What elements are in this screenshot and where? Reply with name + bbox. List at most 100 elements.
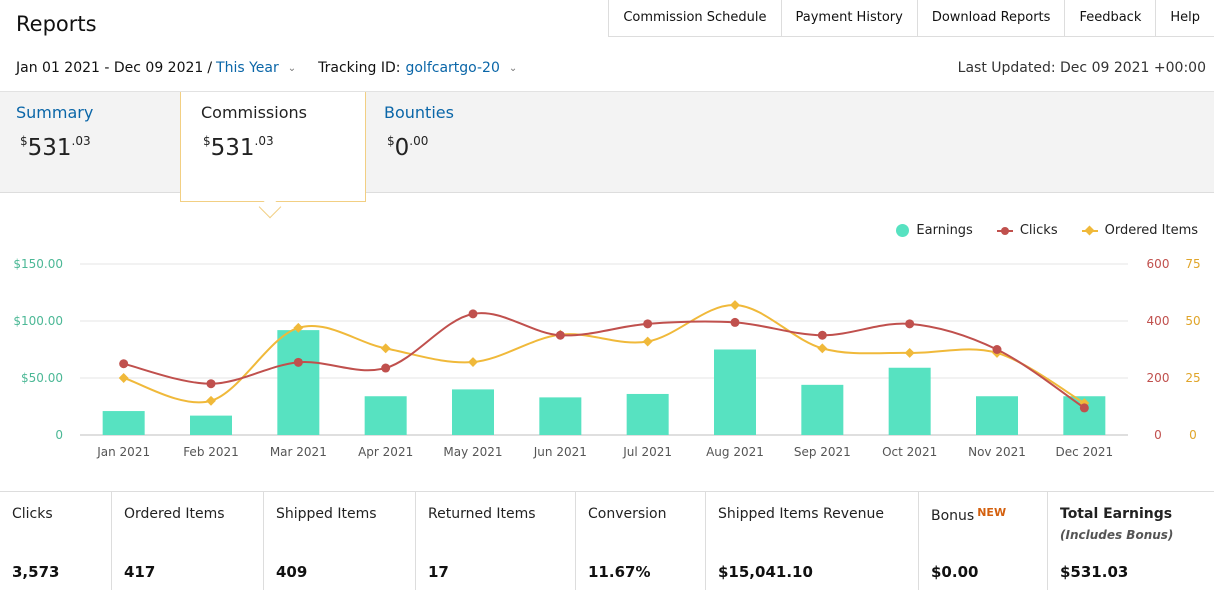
x-tick-label: Oct 2021 (882, 445, 937, 459)
stat-value: 11.67% (588, 563, 651, 581)
stat-value: 3,573 (12, 563, 60, 581)
stat-label: Conversion (588, 506, 667, 522)
stat-value: 17 (428, 563, 449, 581)
earnings-swatch (896, 224, 910, 237)
stat-total-earnings: Total Earnings (Includes Bonus) $531.03 (1048, 492, 1214, 590)
x-tick-label: Dec 2021 (1056, 445, 1114, 459)
legend-ordered-items-label: Ordered Items (1104, 223, 1198, 238)
new-badge: NEW (977, 506, 1007, 519)
x-tick-label: Sep 2021 (794, 445, 851, 459)
stat-value: 417 (124, 563, 156, 581)
ordered-items-swatch (1081, 225, 1098, 236)
clicks-point (381, 363, 391, 373)
earnings-bar (888, 367, 931, 435)
chart-svg: 0 $50.00 $100.00 $150.00 0 200 400 600 0 25 50 75 Ja… (13, 257, 1200, 459)
tracking-id-dropdown[interactable]: golfcartgo-20 (405, 60, 500, 76)
ordered-items-point (904, 347, 915, 358)
stat-value: 409 (276, 563, 308, 581)
x-tick-label: Apr 2021 (358, 445, 413, 459)
stat-returned-items: Returned Items 17 (416, 492, 576, 590)
stat-ordered-items: Ordered Items 417 (112, 492, 264, 590)
download-reports-button[interactable]: Download Reports (918, 0, 1066, 36)
clicks-point (555, 330, 565, 340)
ordered-items-point (730, 300, 740, 310)
y-right-ordered-tick-label: 0 (1189, 428, 1197, 442)
earnings-bar (364, 396, 407, 435)
period-dropdown[interactable]: This Year (216, 60, 279, 76)
legend-ordered-items[interactable]: Ordered Items (1081, 223, 1198, 238)
tab-summary[interactable]: Summary $531.03 (0, 92, 180, 192)
x-tick-label: Jun 2021 (533, 445, 587, 459)
x-tick-label: Mar 2021 (270, 445, 327, 459)
ordered-items-point (642, 336, 653, 347)
earnings-chart: 0 $50.00 $100.00 $150.00 0 200 400 600 0 25 50 75 Ja… (0, 200, 1214, 490)
stat-label: Shipped Items Revenue (718, 506, 884, 522)
stat-clicks: Clicks 3,573 (0, 492, 112, 590)
y-right-ordered-tick-label: 25 (1185, 371, 1200, 385)
date-range: Jan 01 2021 - Dec 09 2021 (16, 60, 204, 76)
y-right-clicks-tick-label: 400 (1147, 314, 1170, 328)
x-tick-label: Jan 2021 (96, 445, 150, 459)
clicks-point (992, 345, 1002, 354)
stat-conversion: Conversion 11.67% (576, 492, 706, 590)
y-right-clicks-tick-label: 200 (1147, 371, 1170, 385)
stat-label: Clicks (12, 506, 53, 522)
feedback-button[interactable]: Feedback (1065, 0, 1157, 36)
tab-commissions[interactable]: Commissions $531.03 (180, 92, 366, 202)
ordered-items-point (206, 395, 216, 406)
clicks-point (905, 319, 915, 329)
tab-summary-amount: $531.03 (20, 134, 91, 161)
earnings-bar (801, 384, 844, 435)
tab-bounties[interactable]: Bounties $0.00 (366, 92, 566, 192)
earnings-bar (714, 349, 756, 435)
clicks-point (643, 319, 653, 329)
commission-schedule-button[interactable]: Commission Schedule (609, 0, 782, 36)
earnings-bar (190, 415, 232, 435)
legend-clicks-label: Clicks (1019, 223, 1058, 238)
clicks-point (119, 359, 129, 369)
earnings-bar (626, 393, 669, 435)
earnings-bar (277, 330, 320, 435)
clicks-point (468, 309, 478, 319)
legend-clicks[interactable]: Clicks (996, 223, 1058, 238)
clicks-point (730, 317, 740, 327)
tab-strip: Summary $531.03 Commissions $531.03 Boun… (0, 91, 1214, 202)
tab-bounties-amount: $0.00 (387, 134, 429, 161)
stat-shipped-items-revenue: Shipped Items Revenue $15,041.10 (706, 492, 919, 590)
x-tick-label: Feb 2021 (183, 445, 239, 459)
payment-history-button[interactable]: Payment History (782, 0, 918, 36)
clicks-point (206, 379, 216, 389)
y-right-clicks-tick-label: 0 (1154, 428, 1162, 442)
help-button[interactable]: Help (1170, 10, 1200, 25)
x-tick-label: Aug 2021 (706, 445, 764, 459)
chevron-down-icon[interactable]: ⌄ (287, 62, 297, 74)
stats-bar: Clicks 3,573 Ordered Items 417 Shipped I… (0, 491, 1214, 590)
stat-bonus: Bonus NEW $0.00 (919, 492, 1048, 590)
clicks-point (1079, 403, 1089, 413)
clicks-swatch (996, 226, 1013, 236)
legend-earnings[interactable]: Earnings (896, 223, 973, 238)
y-left-tick-label: 0 (55, 428, 63, 442)
y-right-ordered-tick-label: 75 (1185, 257, 1200, 271)
top-nav: Commission Schedule Payment History Down… (608, 0, 1214, 37)
chevron-down-icon[interactable]: ⌄ (508, 62, 518, 74)
ordered-items-line (123, 304, 1085, 404)
tab-commissions-amount: $531.03 (203, 134, 274, 161)
earnings-bar (976, 396, 1018, 435)
earnings-bar (539, 397, 582, 435)
ordered-items-point (817, 343, 828, 354)
stat-value: $15,041.10 (718, 563, 813, 581)
legend: Earnings Clicks Ordered Items (872, 223, 1198, 238)
y-left-tick-label: $150.00 (13, 257, 63, 271)
stat-label: Shipped Items (276, 506, 377, 522)
clicks-line (123, 312, 1085, 409)
y-left-tick-label: $100.00 (13, 314, 63, 328)
clicks-point (293, 357, 303, 367)
x-tick-label: May 2021 (443, 445, 502, 459)
stat-label: Total Earnings (1060, 506, 1173, 522)
stat-note: (Includes Bonus) (1060, 528, 1174, 542)
y-right-ordered-tick-label: 50 (1185, 314, 1200, 328)
ordered-items-point (468, 357, 478, 367)
ordered-items-point (380, 343, 391, 354)
earnings-bar (452, 389, 494, 435)
